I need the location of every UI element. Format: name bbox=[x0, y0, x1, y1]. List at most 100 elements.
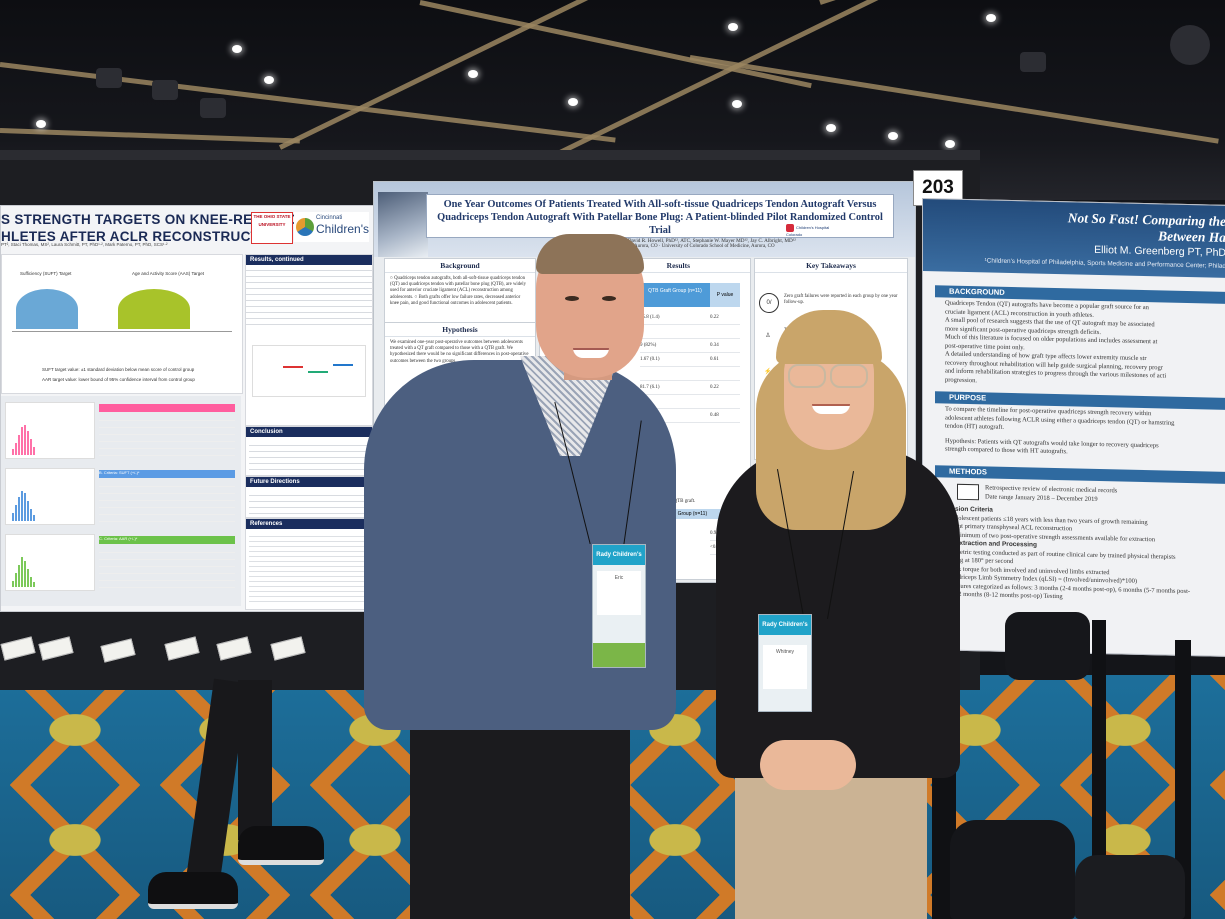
table-row bbox=[640, 325, 740, 339]
person-icon: ♙ bbox=[765, 333, 771, 339]
section-heading: Key Takeaways bbox=[755, 259, 907, 273]
histogram bbox=[5, 468, 95, 525]
cincinnati-childrens-logo: Cincinnati Children's bbox=[294, 212, 369, 242]
section-heading: References bbox=[246, 519, 372, 529]
ceiling-light bbox=[36, 120, 46, 128]
table-row: 15.8 (1.4) 0.22 bbox=[640, 311, 740, 325]
poster-affiliation: Children's Hospital Colorado, Aurora, CO… bbox=[573, 244, 775, 249]
figure-caption: SUFT target value: ±1 standard deviation… bbox=[42, 367, 195, 372]
takeaway-text: Zero graft failures were reported in eac… bbox=[784, 294, 898, 306]
background-list: Quadriceps Tendon (QT) autografts have b… bbox=[945, 299, 1167, 384]
future-text bbox=[249, 490, 369, 514]
conclusion-panel: Conclusion bbox=[245, 426, 373, 476]
poster-title-box: One Year Outcomes Of Patients Treated Wi… bbox=[426, 194, 894, 238]
section-heading: Hypothesis bbox=[385, 323, 535, 337]
plot-mark bbox=[283, 366, 303, 368]
hospital-logo-icon bbox=[786, 224, 794, 232]
figure-caption: AAR target value: lower bound of 95% con… bbox=[42, 377, 195, 382]
poster-left: S STRENGTH TARGETS ON KNEE-RELATED HLETE… bbox=[0, 205, 374, 612]
badge-header: Rady Children's bbox=[759, 615, 811, 635]
histogram-bars bbox=[12, 491, 35, 521]
woman-glasses bbox=[788, 364, 826, 388]
section-heading: METHODS bbox=[935, 465, 1225, 484]
poster-left-title: S STRENGTH TARGETS ON KNEE-RELATED HLETE… bbox=[1, 212, 298, 244]
poster-title: One Year Outcomes Of Patients Treated Wi… bbox=[437, 199, 883, 236]
table-header: C. Criteria: AAR (+/-)* bbox=[99, 536, 235, 544]
histogram bbox=[5, 534, 95, 591]
logo-mark-icon bbox=[296, 218, 314, 236]
backpack bbox=[1005, 612, 1090, 680]
histogram-bars bbox=[12, 557, 35, 587]
easel-leg bbox=[1092, 620, 1106, 919]
ceiling-light bbox=[945, 140, 955, 148]
references-text bbox=[249, 532, 369, 602]
table-header: B. Criteria: SUFT (+/-)* bbox=[99, 470, 235, 478]
ceiling-light bbox=[826, 124, 836, 132]
stage-light bbox=[1170, 25, 1210, 65]
passerby-leg bbox=[238, 680, 272, 840]
ceiling-beam bbox=[419, 0, 812, 89]
woman-smile bbox=[812, 404, 850, 414]
badge-ribbon bbox=[593, 643, 645, 667]
section-heading: Results, continued bbox=[246, 255, 372, 265]
stage-light bbox=[152, 80, 178, 100]
stage-light bbox=[200, 98, 226, 118]
section-text: ○ Quadriceps tendon autografts, both all… bbox=[390, 276, 527, 306]
results-continued-panel: Results, continued bbox=[245, 254, 373, 426]
data-table bbox=[99, 480, 235, 522]
axis-line bbox=[12, 331, 232, 332]
mountain-graphic bbox=[378, 192, 428, 257]
results-plot bbox=[252, 345, 366, 397]
sneaker bbox=[148, 872, 238, 909]
poster-right: Not So Fast! Comparing the Between Ha El… bbox=[922, 198, 1225, 657]
childrens-colorado-logo: Children's Hospital Colorado bbox=[786, 224, 830, 237]
poster-left-authors: PT², Staci Thomas, MS², Laura Schmitt, P… bbox=[1, 242, 168, 247]
methods-list: Retrospective review of electronic medic… bbox=[985, 484, 1118, 503]
woman-hands bbox=[760, 740, 856, 790]
histogram-bars bbox=[12, 425, 35, 455]
ceiling-light bbox=[728, 23, 738, 31]
zero-icon: 0/ bbox=[759, 293, 779, 313]
osu-logo: THE OHIO STATE UNIVERSITY bbox=[251, 212, 293, 244]
ceiling-light bbox=[568, 98, 578, 106]
purpose-list: To compare the timeline for post-operati… bbox=[945, 405, 1175, 456]
badge-header: Rady Children's bbox=[593, 545, 645, 565]
woman-name-badge: Rady Children's Whitney bbox=[758, 614, 812, 712]
badge-name: Whitney bbox=[763, 645, 807, 689]
data-table bbox=[99, 414, 235, 456]
conclusion-text bbox=[249, 440, 369, 472]
references-panel: References bbox=[245, 518, 373, 610]
section-text: We examined one-year post-operative outc… bbox=[390, 340, 529, 364]
ceiling-light bbox=[468, 70, 478, 78]
man-eye bbox=[602, 296, 616, 301]
man-name-badge: Rady Children's Eric bbox=[592, 544, 646, 668]
table-row: 81.7 (6.1) 0.22 bbox=[640, 381, 740, 395]
bell-curve-green bbox=[118, 289, 190, 329]
ceiling-light bbox=[888, 132, 898, 140]
histogram bbox=[5, 402, 95, 459]
section-heading: Future Directions bbox=[246, 477, 372, 487]
data-table bbox=[99, 546, 235, 588]
table-header: B Group (n=11) bbox=[640, 509, 740, 519]
plot-mark bbox=[333, 364, 353, 366]
sneaker bbox=[238, 826, 324, 865]
target-curves-figure: Sufficiency (SUFT) Target Age and Activi… bbox=[1, 254, 243, 394]
ceiling-beam bbox=[689, 55, 1219, 144]
stage-light bbox=[96, 68, 122, 88]
section-heading: Background bbox=[385, 259, 535, 273]
easel-leg bbox=[1175, 640, 1191, 919]
records-icon bbox=[957, 483, 979, 501]
ceiling-light bbox=[732, 100, 742, 108]
badge-name: Eric bbox=[597, 571, 641, 615]
results-tables: B. Criteria: SUFT (+/-)* C. Criteria: AA… bbox=[1, 396, 241, 606]
results-text bbox=[246, 265, 372, 329]
man-hair bbox=[536, 234, 644, 274]
chart-label: Age and Activity Score (AAS) Target bbox=[132, 271, 204, 276]
plot-mark bbox=[308, 371, 328, 373]
table-header bbox=[99, 404, 235, 412]
poster-authors: Whitney L. Hewster BS¹², David R. Howell… bbox=[572, 238, 796, 244]
section-heading: Results bbox=[540, 259, 750, 273]
methods-details: sion Criteria dolescent patients ≤18 yea… bbox=[955, 505, 1191, 601]
chart-label: Sufficiency (SUFT) Target bbox=[20, 271, 72, 276]
ceiling-light bbox=[232, 45, 242, 53]
